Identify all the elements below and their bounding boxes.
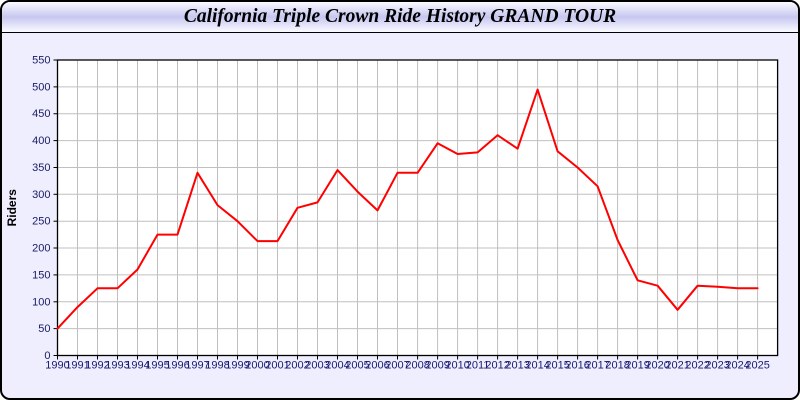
svg-text:150: 150 <box>32 269 50 281</box>
svg-text:500: 500 <box>32 81 50 93</box>
svg-text:400: 400 <box>32 135 50 147</box>
svg-text:350: 350 <box>32 162 50 174</box>
svg-text:100: 100 <box>32 296 50 308</box>
svg-text:450: 450 <box>32 108 50 120</box>
svg-text:250: 250 <box>32 216 50 228</box>
svg-text:2025: 2025 <box>745 360 769 372</box>
svg-text:200: 200 <box>32 243 50 255</box>
svg-text:300: 300 <box>32 189 50 201</box>
svg-text:550: 550 <box>32 55 50 67</box>
svg-text:Riders: Riders <box>5 189 19 227</box>
svg-text:50: 50 <box>38 323 50 335</box>
